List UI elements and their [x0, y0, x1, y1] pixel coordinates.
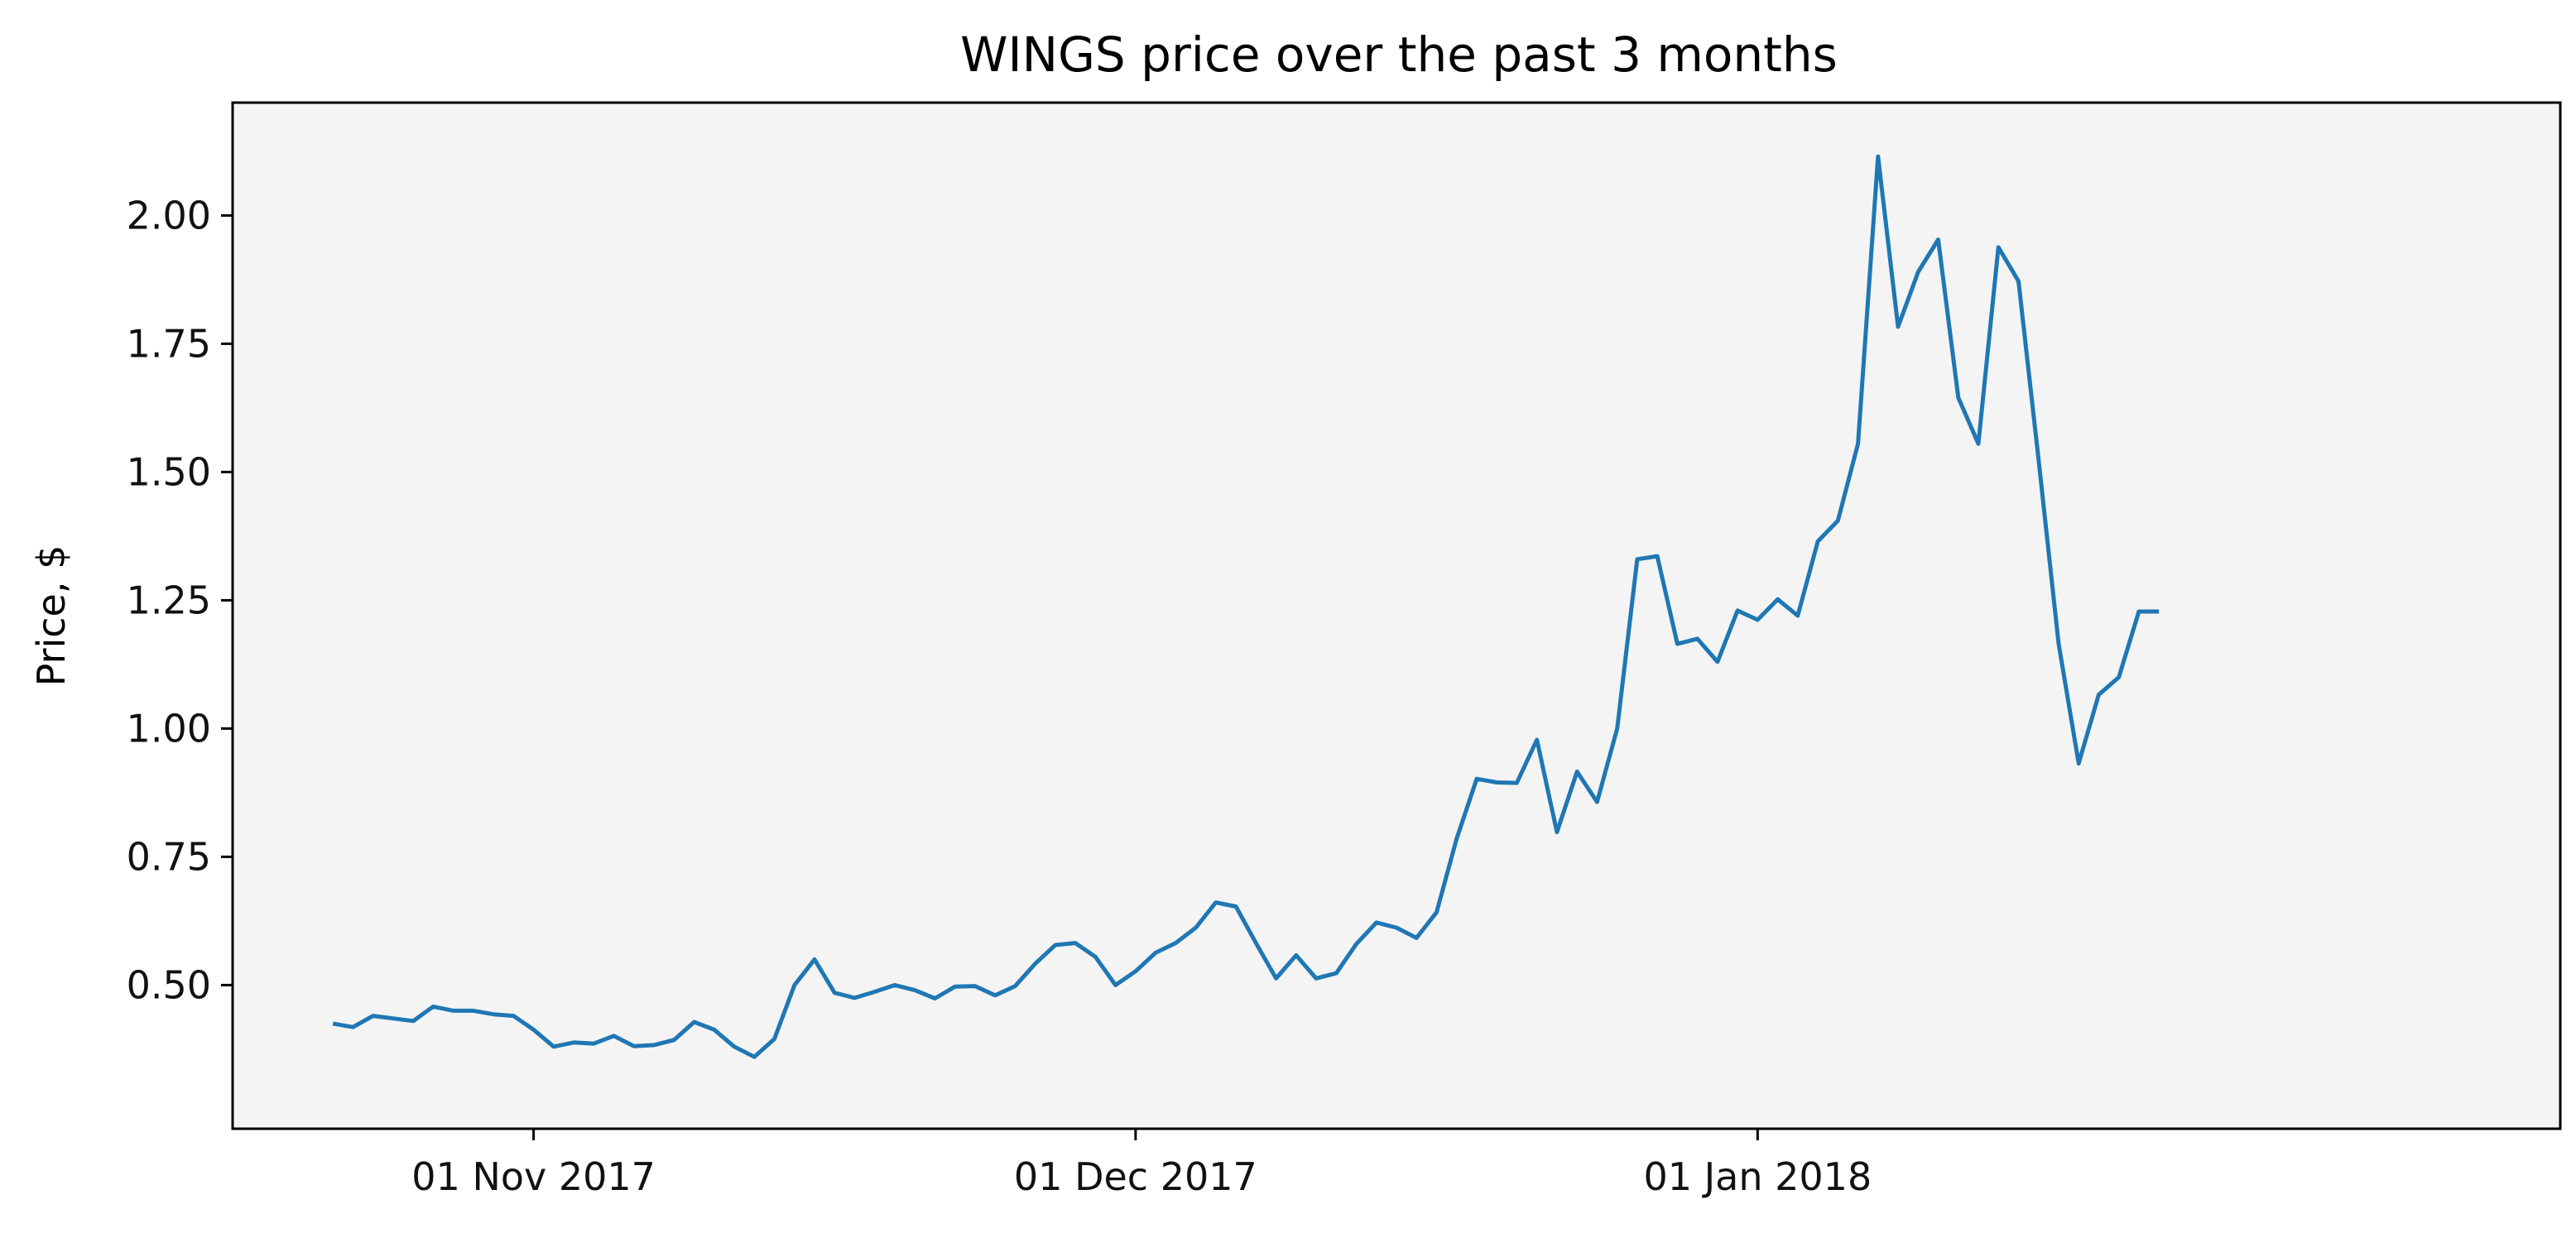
y-tick-label: 1.25 — [127, 578, 211, 622]
y-axis-label: Price, $ — [29, 545, 74, 687]
y-tick-label: 0.50 — [127, 962, 211, 1007]
price-line — [332, 154, 2160, 1059]
plot-frame — [231, 101, 2562, 1130]
x-tick-label: 01 Jan 2018 — [1643, 1154, 1872, 1199]
y-axis: 0.50 0.75 1.00 1.25 1.50 1.75 2.00 — [127, 193, 233, 1007]
plot-area — [233, 103, 2560, 1129]
x-tick-label: 01 Nov 2017 — [411, 1154, 656, 1199]
x-axis: 01 Nov 2017 01 Dec 2017 01 Jan 2018 — [411, 1129, 1872, 1199]
y-tick-label: 0.75 — [127, 834, 211, 879]
y-tick-label: 1.50 — [127, 449, 211, 494]
y-tick-label: 2.00 — [127, 193, 211, 237]
x-tick-label: 01 Dec 2017 — [1014, 1154, 1257, 1199]
y-tick-label: 1.75 — [127, 321, 211, 366]
chart-title: WINGS price over the past 3 months — [960, 26, 1838, 83]
y-tick-label: 1.00 — [127, 706, 211, 751]
